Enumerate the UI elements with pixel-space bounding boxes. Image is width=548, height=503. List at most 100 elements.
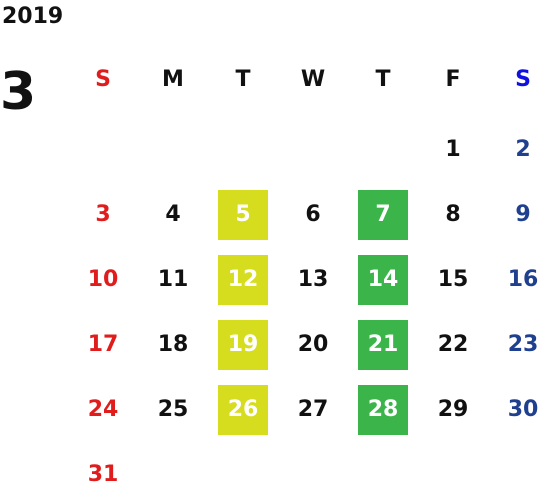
day-cell <box>418 450 488 500</box>
weekday-label: F <box>445 67 461 92</box>
weekday-wednesday: W <box>278 55 348 105</box>
day-number <box>428 450 478 500</box>
day-cell <box>278 450 348 500</box>
day-cell <box>138 450 208 500</box>
day-number: 24 <box>87 397 119 422</box>
day-cell[interactable]: 10 <box>68 255 138 305</box>
weekday-label: S <box>95 67 111 92</box>
day-number: 30 <box>507 397 539 422</box>
day-cell <box>138 125 208 175</box>
day-cell[interactable]: 18 <box>138 320 208 370</box>
day-cell[interactable]: 4 <box>138 190 208 240</box>
day-number: 14 <box>358 255 408 305</box>
day-cell[interactable]: 30 <box>488 385 548 435</box>
weekday-label: S <box>515 67 531 92</box>
day-number: 16 <box>507 267 539 292</box>
day-cell-highlighted[interactable]: 28 <box>348 385 418 435</box>
day-cell[interactable]: 2 <box>488 125 548 175</box>
day-cell[interactable]: 13 <box>278 255 348 305</box>
day-number: 29 <box>437 397 469 422</box>
day-cell-highlighted[interactable]: 19 <box>208 320 278 370</box>
day-number <box>218 125 268 175</box>
weekday-saturday: S <box>488 55 548 105</box>
day-cell[interactable]: 9 <box>488 190 548 240</box>
day-number <box>288 450 338 500</box>
day-cell[interactable]: 25 <box>138 385 208 435</box>
day-number: 18 <box>157 332 189 357</box>
day-number: 23 <box>507 332 539 357</box>
weekday-label: W <box>300 67 326 92</box>
weekday-label: T <box>375 67 391 92</box>
month-number: 3 <box>0 62 37 122</box>
calendar-week-4: 17 18 19 20 21 22 23 <box>68 320 548 370</box>
weekday-label: M <box>162 67 184 92</box>
weekday-label: T <box>235 67 251 92</box>
day-number <box>218 450 268 500</box>
day-number: 19 <box>218 320 268 370</box>
day-number: 15 <box>437 267 469 292</box>
weekday-sunday: S <box>68 55 138 105</box>
day-cell[interactable]: 11 <box>138 255 208 305</box>
day-number: 9 <box>515 202 531 227</box>
day-number: 17 <box>87 332 119 357</box>
day-number <box>148 450 198 500</box>
weekday-friday: F <box>418 55 488 105</box>
day-cell[interactable]: 15 <box>418 255 488 305</box>
weekday-thursday: T <box>348 55 418 105</box>
day-number: 22 <box>437 332 469 357</box>
day-cell[interactable]: 31 <box>68 450 138 500</box>
day-number: 3 <box>95 202 111 227</box>
day-number: 8 <box>445 202 461 227</box>
calendar-week-3: 10 11 12 13 14 15 16 <box>68 255 548 305</box>
day-number <box>288 125 338 175</box>
day-number: 1 <box>445 137 461 162</box>
day-cell[interactable]: 24 <box>68 385 138 435</box>
day-number: 7 <box>358 190 408 240</box>
day-cell <box>348 125 418 175</box>
day-cell-highlighted[interactable]: 5 <box>208 190 278 240</box>
day-cell-highlighted[interactable]: 7 <box>348 190 418 240</box>
day-cell <box>488 450 548 500</box>
day-number: 20 <box>297 332 329 357</box>
day-cell[interactable]: 17 <box>68 320 138 370</box>
day-cell[interactable]: 22 <box>418 320 488 370</box>
day-cell[interactable]: 16 <box>488 255 548 305</box>
day-number <box>358 450 408 500</box>
day-cell-highlighted[interactable]: 21 <box>348 320 418 370</box>
day-cell-highlighted[interactable]: 12 <box>208 255 278 305</box>
day-cell-highlighted[interactable]: 26 <box>208 385 278 435</box>
day-number <box>78 125 128 175</box>
weekday-header-row: S M T W T F S <box>68 55 548 105</box>
day-cell <box>68 125 138 175</box>
day-number: 2 <box>515 137 531 162</box>
day-cell[interactable]: 8 <box>418 190 488 240</box>
day-number: 26 <box>218 385 268 435</box>
calendar-week-1: 1 2 <box>68 125 548 175</box>
day-cell[interactable]: 1 <box>418 125 488 175</box>
calendar-week-6: 31 <box>68 450 548 500</box>
day-number: 10 <box>87 267 119 292</box>
day-number: 21 <box>358 320 408 370</box>
day-cell[interactable]: 20 <box>278 320 348 370</box>
day-number: 13 <box>297 267 329 292</box>
day-number: 25 <box>157 397 189 422</box>
day-number: 4 <box>165 202 181 227</box>
day-cell <box>208 450 278 500</box>
calendar-week-5: 24 25 26 27 28 29 30 <box>68 385 548 435</box>
calendar-week-2: 3 4 5 6 7 8 9 <box>68 190 548 240</box>
day-number <box>498 450 548 500</box>
day-number: 5 <box>218 190 268 240</box>
day-number: 12 <box>218 255 268 305</box>
day-cell[interactable]: 3 <box>68 190 138 240</box>
day-cell-highlighted[interactable]: 14 <box>348 255 418 305</box>
day-cell[interactable]: 6 <box>278 190 348 240</box>
day-number: 28 <box>358 385 408 435</box>
year-label: 2019 <box>2 4 64 29</box>
day-number <box>148 125 198 175</box>
day-cell[interactable]: 27 <box>278 385 348 435</box>
weekday-tuesday: T <box>208 55 278 105</box>
day-number: 6 <box>305 202 321 227</box>
day-number: 11 <box>157 267 189 292</box>
day-cell[interactable]: 23 <box>488 320 548 370</box>
day-cell[interactable]: 29 <box>418 385 488 435</box>
